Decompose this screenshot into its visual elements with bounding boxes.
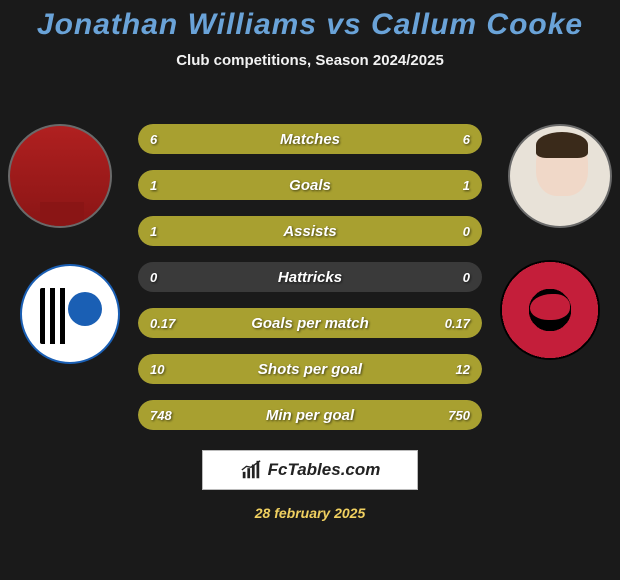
- chart-icon: [240, 459, 262, 481]
- date-label: 28 february 2025: [0, 505, 620, 521]
- hair-icon: [536, 132, 588, 158]
- stat-row: 00Hattricks: [138, 262, 482, 292]
- stat-label: Goals per match: [138, 315, 482, 332]
- stat-row: 748750Min per goal: [138, 400, 482, 430]
- stat-row: 10Assists: [138, 216, 482, 246]
- club-crest-icon: [500, 260, 600, 360]
- stat-label: Shots per goal: [138, 361, 482, 378]
- stat-label: Assists: [138, 223, 482, 240]
- player1-avatar: [8, 124, 112, 228]
- stat-label: Matches: [138, 131, 482, 148]
- stat-row: 66Matches: [138, 124, 482, 154]
- stat-row: 0.170.17Goals per match: [138, 308, 482, 338]
- stat-label: Hattricks: [138, 269, 482, 286]
- player2-avatar: [508, 124, 612, 228]
- page-subtitle: Club competitions, Season 2024/2025: [0, 52, 620, 69]
- stat-label: Goals: [138, 177, 482, 194]
- stat-label: Min per goal: [138, 407, 482, 424]
- club-crest-icon: [20, 264, 120, 364]
- player2-club-crest: [500, 260, 600, 360]
- brand-box: FcTables.com: [202, 450, 418, 490]
- jersey-icon: [40, 202, 84, 228]
- stat-row: 1012Shots per goal: [138, 354, 482, 384]
- brand-label: FcTables.com: [268, 460, 381, 480]
- page-title: Jonathan Williams vs Callum Cooke: [0, 0, 620, 42]
- player1-club-crest: [20, 264, 120, 364]
- stat-row: 11Goals: [138, 170, 482, 200]
- stats-table: 66Matches 11Goals 10Assists 00Hattricks 0.17…: [138, 124, 482, 446]
